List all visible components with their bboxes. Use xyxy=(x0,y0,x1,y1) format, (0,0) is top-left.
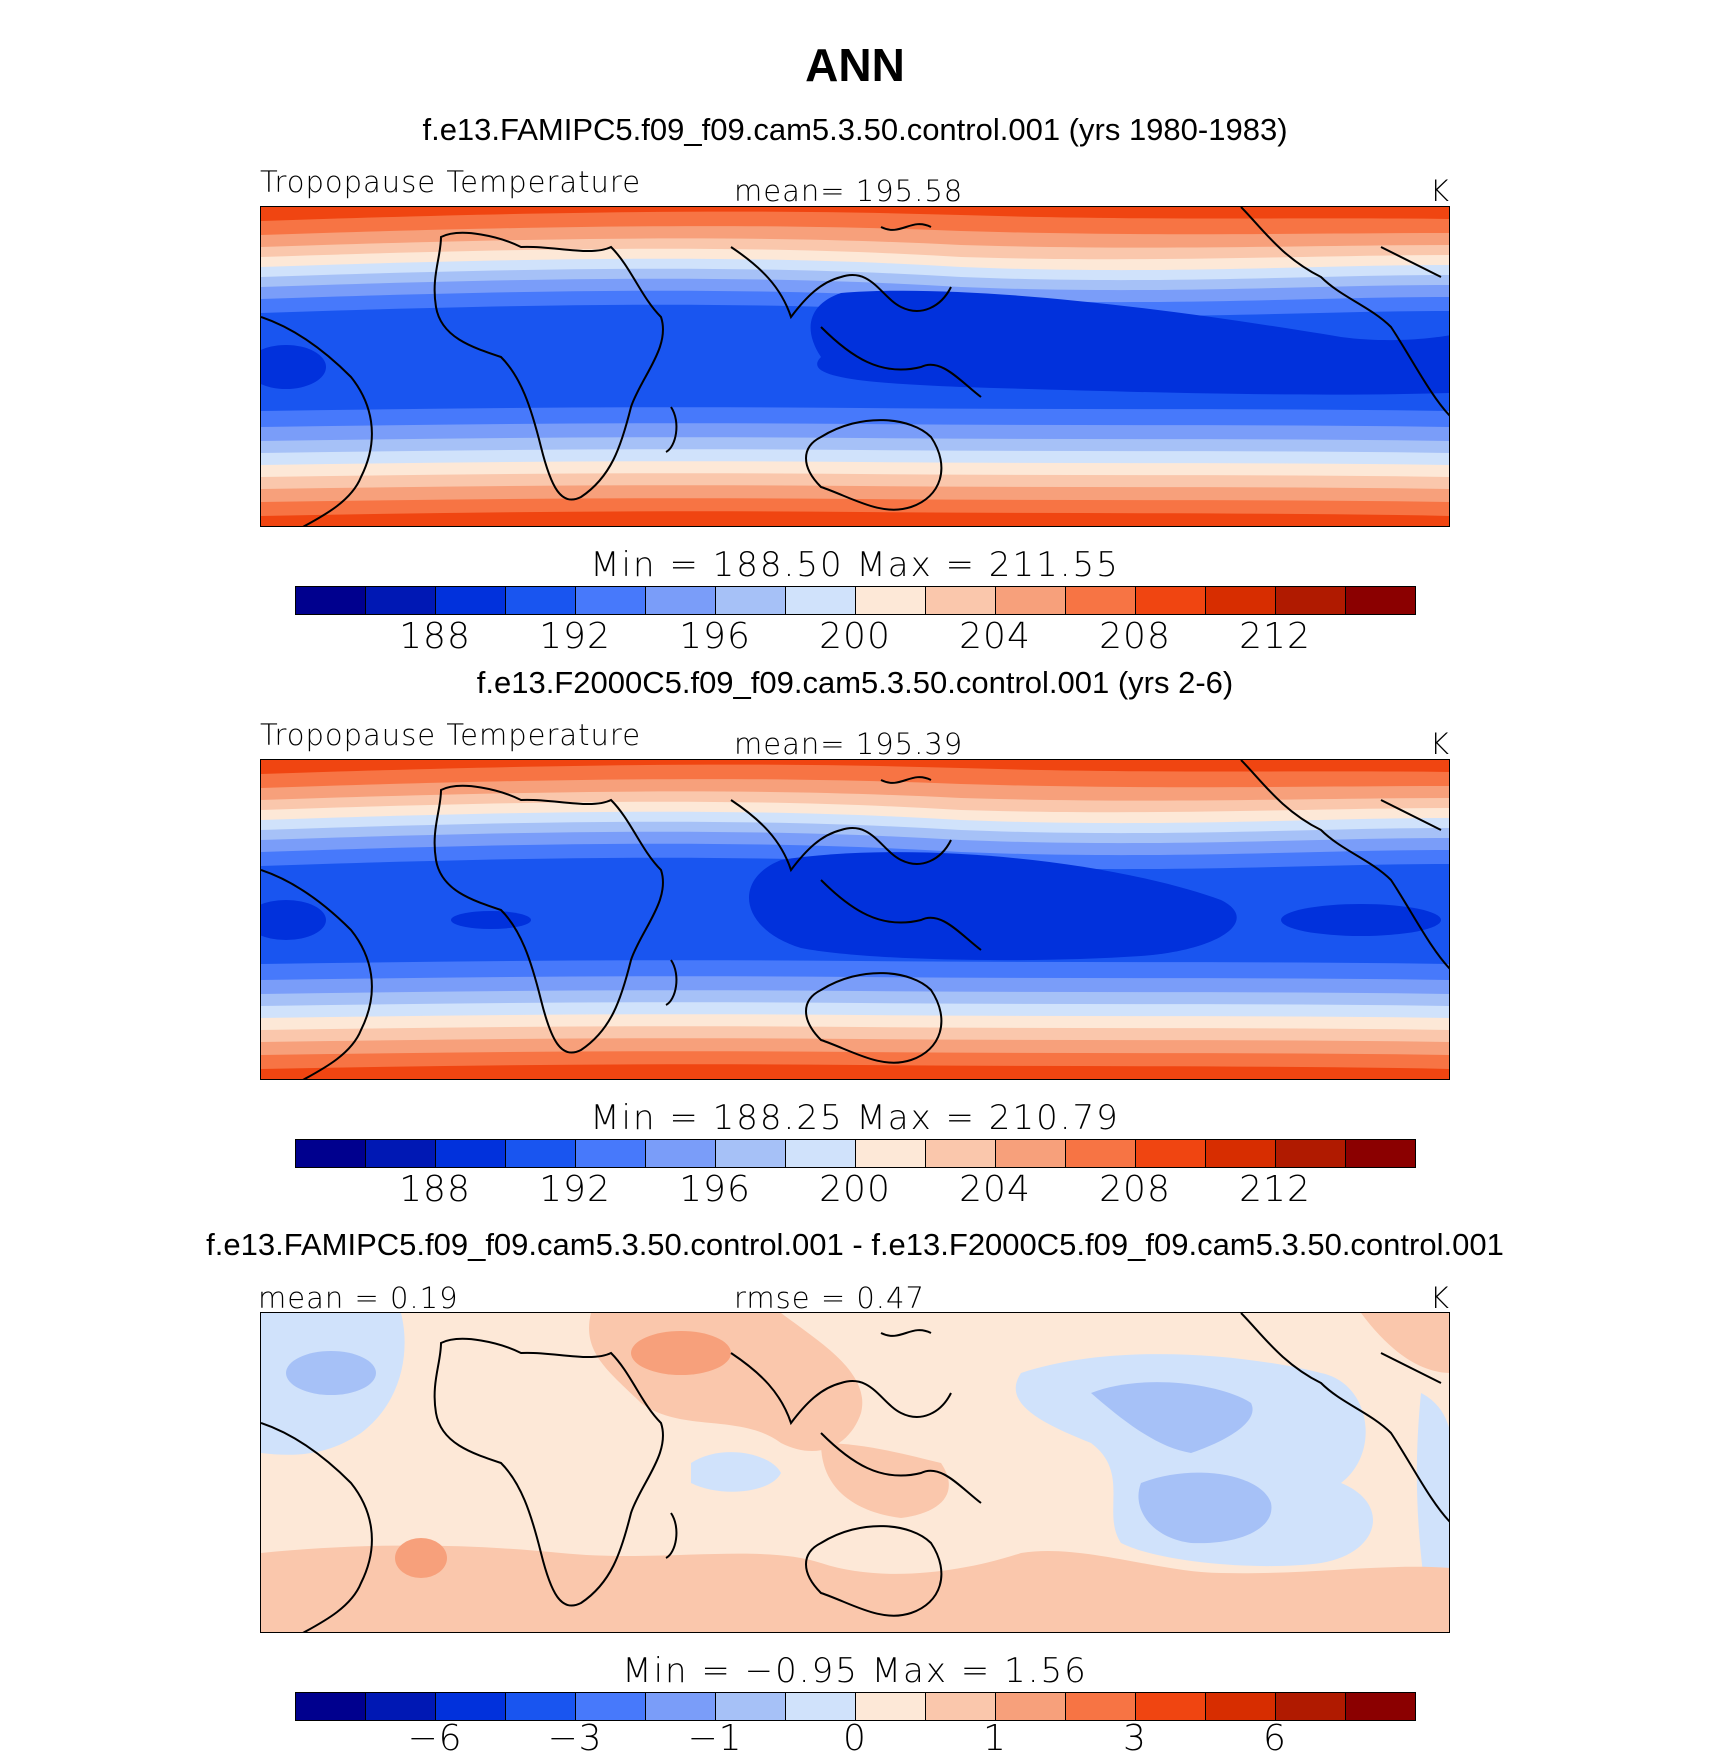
colorbar-swatch xyxy=(1066,587,1136,614)
colorbar-swatch xyxy=(856,1140,926,1167)
colorbar-swatch xyxy=(786,1693,856,1720)
panel-3-rmse-label: rmse = 0.47 xyxy=(734,1281,925,1315)
colorbar-swatch xyxy=(1206,1140,1276,1167)
colorbar-swatch xyxy=(436,587,506,614)
colorbar-swatch xyxy=(786,1140,856,1167)
colorbar-tick-label: 212 xyxy=(1239,1169,1311,1210)
colorbar-swatch xyxy=(1276,587,1346,614)
colorbar-tick-label: −3 xyxy=(547,1718,603,1759)
colorbar-tick-label: −6 xyxy=(407,1718,463,1759)
panel-1-mean-label: mean= 195.58 xyxy=(734,174,964,208)
panel-2-min-max: Min = 188.25 Max = 210.79 xyxy=(590,1098,1120,1138)
colorbar-swatch xyxy=(366,1693,436,1720)
panel-3-colorbar xyxy=(295,1692,1416,1721)
colorbar-swatch xyxy=(366,1140,436,1167)
colorbar-swatch xyxy=(856,587,926,614)
colorbar-swatch xyxy=(506,1140,576,1167)
colorbar-swatch xyxy=(1136,1693,1206,1720)
panel-1-variable-label: Tropopause Temperature xyxy=(260,165,642,199)
colorbar-tick-label: 1 xyxy=(983,1718,1007,1759)
colorbar-swatch xyxy=(366,587,436,614)
colorbar-swatch xyxy=(506,1693,576,1720)
panel-2-mean-label: mean= 195.39 xyxy=(734,727,964,761)
colorbar-swatch xyxy=(856,1693,926,1720)
colorbar-swatch xyxy=(1346,587,1415,614)
colorbar-swatch xyxy=(1276,1140,1346,1167)
colorbar-swatch xyxy=(926,587,996,614)
colorbar-tick-label: 3 xyxy=(1123,1718,1147,1759)
colorbar-swatch xyxy=(926,1140,996,1167)
colorbar-swatch xyxy=(1346,1140,1415,1167)
panel-1-title: f.e13.FAMIPC5.f09_f09.cam5.3.50.control.… xyxy=(422,112,1288,147)
colorbar-swatch xyxy=(296,1140,366,1167)
colorbar-swatch xyxy=(716,1140,786,1167)
colorbar-tick-label: 188 xyxy=(399,616,471,657)
colorbar-tick-label: 208 xyxy=(1099,616,1171,657)
panel-1-colorbar xyxy=(295,586,1416,615)
colorbar-tick-label: 200 xyxy=(819,616,891,657)
colorbar-tick-label: −1 xyxy=(687,1718,743,1759)
colorbar-tick-label: 196 xyxy=(679,1169,751,1210)
colorbar-swatch xyxy=(576,1140,646,1167)
panel-1-map xyxy=(260,206,1450,527)
colorbar-swatch xyxy=(1206,587,1276,614)
colorbar-swatch xyxy=(1346,1693,1415,1720)
colorbar-swatch xyxy=(646,1693,716,1720)
colorbar-tick-label: 0 xyxy=(843,1718,867,1759)
colorbar-swatch xyxy=(436,1140,506,1167)
colorbar-swatch xyxy=(506,587,576,614)
colorbar-swatch xyxy=(296,587,366,614)
colorbar-swatch xyxy=(996,1140,1066,1167)
panel-2-units-label: K xyxy=(1429,727,1450,761)
panel-3-min-max: Min = −0.95 Max = 1.56 xyxy=(622,1651,1088,1691)
panel-2-variable-label: Tropopause Temperature xyxy=(260,718,642,752)
colorbar-swatch xyxy=(996,587,1066,614)
colorbar-swatch xyxy=(716,1693,786,1720)
colorbar-swatch xyxy=(1276,1693,1346,1720)
colorbar-swatch xyxy=(1066,1693,1136,1720)
colorbar-swatch xyxy=(296,1693,366,1720)
colorbar-tick-label: 188 xyxy=(399,1169,471,1210)
colorbar-swatch xyxy=(996,1693,1066,1720)
colorbar-swatch xyxy=(926,1693,996,1720)
panel-3-map xyxy=(260,1312,1450,1633)
colorbar-tick-label: 192 xyxy=(539,1169,611,1210)
colorbar-tick-label: 204 xyxy=(959,616,1031,657)
panel-3-mean-label: mean = 0.19 xyxy=(258,1281,459,1315)
colorbar-swatch xyxy=(1206,1693,1276,1720)
colorbar-swatch xyxy=(716,587,786,614)
colorbar-tick-label: 192 xyxy=(539,616,611,657)
panel-3-title: f.e13.FAMIPC5.f09_f09.cam5.3.50.control.… xyxy=(206,1227,1504,1262)
colorbar-tick-label: 196 xyxy=(679,616,751,657)
panel-2-title: f.e13.F2000C5.f09_f09.cam5.3.50.control.… xyxy=(476,665,1234,700)
colorbar-swatch xyxy=(436,1693,506,1720)
colorbar-tick-label: 212 xyxy=(1239,616,1311,657)
colorbar-tick-label: 200 xyxy=(819,1169,891,1210)
colorbar-tick-label: 204 xyxy=(959,1169,1031,1210)
page-title: ANN xyxy=(805,39,905,91)
panel-1-min-max: Min = 188.50 Max = 211.55 xyxy=(590,545,1120,585)
panel-3-units-label: K xyxy=(1429,1281,1450,1315)
panel-1-units-label: K xyxy=(1429,174,1450,208)
colorbar-swatch xyxy=(786,587,856,614)
colorbar-swatch xyxy=(1136,587,1206,614)
colorbar-swatch xyxy=(576,587,646,614)
panel-2-colorbar xyxy=(295,1139,1416,1168)
colorbar-tick-label: 6 xyxy=(1263,1718,1287,1759)
colorbar-swatch xyxy=(576,1693,646,1720)
colorbar-swatch xyxy=(1136,1140,1206,1167)
colorbar-swatch xyxy=(1066,1140,1136,1167)
colorbar-swatch xyxy=(646,587,716,614)
colorbar-tick-label: 208 xyxy=(1099,1169,1171,1210)
panel-2-map xyxy=(260,759,1450,1080)
colorbar-swatch xyxy=(646,1140,716,1167)
